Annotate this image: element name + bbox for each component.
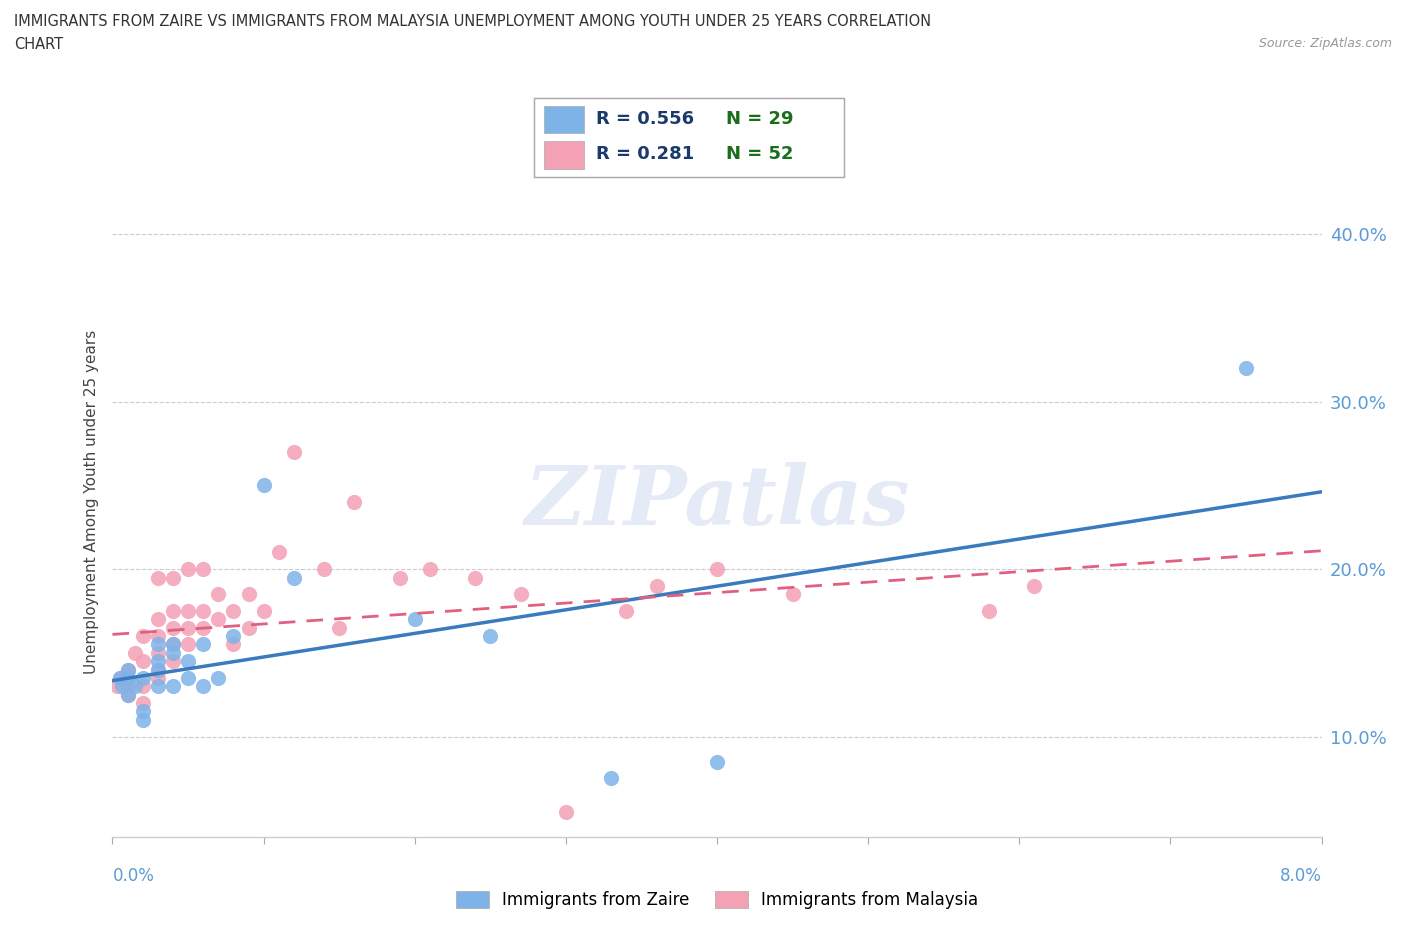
Point [404, 612, 426, 627]
Point [146, 645, 169, 660]
Point [162, 637, 184, 652]
Point [191, 562, 215, 577]
Point [706, 754, 728, 769]
Point [146, 671, 169, 685]
Point [162, 620, 184, 635]
Point [177, 604, 200, 618]
Point [554, 804, 576, 819]
Point [207, 587, 229, 602]
Point [108, 671, 131, 685]
Point [238, 587, 260, 602]
Point [110, 679, 132, 694]
Point [645, 578, 668, 593]
Point [253, 604, 276, 618]
Point [312, 562, 335, 577]
Point [191, 637, 215, 652]
Point [132, 712, 155, 727]
Text: R = 0.281: R = 0.281 [596, 145, 695, 163]
Point [509, 587, 531, 602]
Point [177, 654, 200, 669]
Point [117, 687, 139, 702]
Point [132, 629, 155, 644]
Text: 0.0%: 0.0% [112, 867, 155, 885]
Point [117, 662, 139, 677]
Point [132, 696, 155, 711]
Text: R = 0.556: R = 0.556 [596, 110, 695, 127]
Text: N = 29: N = 29 [725, 110, 793, 127]
Y-axis label: Unemployment Among Youth under 25 years: Unemployment Among Youth under 25 years [83, 330, 98, 674]
Point [146, 637, 169, 652]
Text: Source: ZipAtlas.com: Source: ZipAtlas.com [1258, 37, 1392, 50]
Text: ZIPatlas: ZIPatlas [524, 462, 910, 542]
Point [146, 679, 169, 694]
Point [132, 704, 155, 719]
Point [162, 654, 184, 669]
Point [162, 604, 184, 618]
Text: 8.0%: 8.0% [1279, 867, 1322, 885]
Text: N = 52: N = 52 [725, 145, 793, 163]
Point [238, 620, 260, 635]
Legend: Immigrants from Zaire, Immigrants from Malaysia: Immigrants from Zaire, Immigrants from M… [449, 884, 986, 916]
Point [222, 629, 245, 644]
Point [146, 654, 169, 669]
Point [191, 679, 215, 694]
Point [162, 645, 184, 660]
Point [207, 612, 229, 627]
Point [117, 662, 139, 677]
Point [782, 587, 804, 602]
Point [146, 662, 169, 677]
Point [706, 562, 728, 577]
Point [191, 620, 215, 635]
Point [479, 629, 502, 644]
Bar [544, 106, 583, 133]
Point [253, 478, 276, 493]
Point [146, 662, 169, 677]
Text: CHART: CHART [14, 37, 63, 52]
Point [105, 679, 128, 694]
Point [343, 495, 366, 510]
Point [388, 570, 411, 585]
Point [117, 671, 139, 685]
Point [616, 604, 638, 618]
Point [117, 687, 139, 702]
Point [124, 679, 146, 694]
Bar [544, 141, 583, 169]
Point [191, 604, 215, 618]
Point [207, 671, 229, 685]
Point [419, 562, 441, 577]
Point [177, 637, 200, 652]
Point [132, 654, 155, 669]
Point [283, 570, 305, 585]
Point [124, 645, 146, 660]
Point [177, 671, 200, 685]
Point [222, 637, 245, 652]
Point [283, 445, 305, 459]
Point [162, 679, 184, 694]
Point [162, 637, 184, 652]
Point [1234, 361, 1257, 376]
Point [146, 612, 169, 627]
Point [132, 679, 155, 694]
Point [146, 570, 169, 585]
Point [117, 679, 139, 694]
Point [979, 604, 1001, 618]
Point [162, 570, 184, 585]
Point [146, 629, 169, 644]
Point [267, 545, 290, 560]
Point [177, 620, 200, 635]
Point [464, 570, 486, 585]
Point [132, 671, 155, 685]
Point [1024, 578, 1046, 593]
Point [177, 562, 200, 577]
Point [108, 671, 131, 685]
Point [600, 771, 623, 786]
Point [222, 604, 245, 618]
Point [328, 620, 350, 635]
Point [114, 679, 136, 694]
Text: IMMIGRANTS FROM ZAIRE VS IMMIGRANTS FROM MALAYSIA UNEMPLOYMENT AMONG YOUTH UNDER: IMMIGRANTS FROM ZAIRE VS IMMIGRANTS FROM… [14, 14, 931, 29]
